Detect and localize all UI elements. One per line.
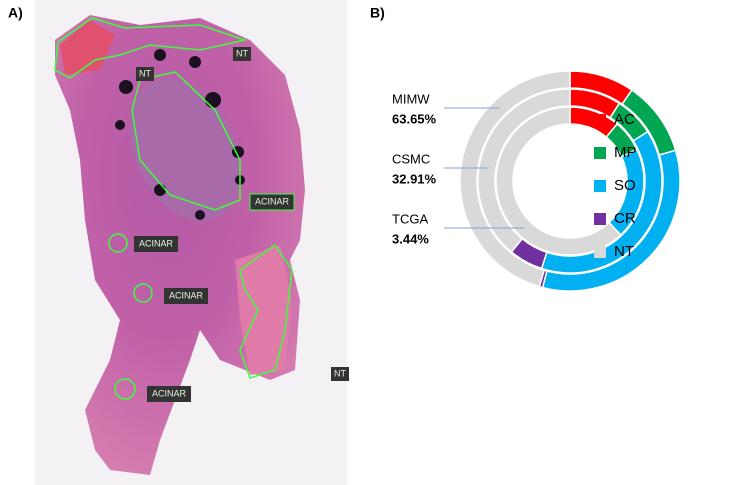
annotation: ACINAR <box>139 238 174 248</box>
ring-segment <box>459 70 571 288</box>
legend-label: SO <box>614 177 636 194</box>
legend-label: NT <box>614 243 634 260</box>
legend-label: MP <box>614 144 637 161</box>
annotation: NT <box>236 48 248 58</box>
ring-segment <box>477 88 571 253</box>
annotation: NT <box>334 368 346 378</box>
panel-label: A) <box>8 5 23 21</box>
annotation: ACINAR <box>169 290 204 300</box>
legend-swatch <box>594 246 606 258</box>
tissue-image: NT NT ACINAR ACINAR ACINAR ACINAR NT <box>54 15 349 475</box>
legend-label: AC <box>614 111 635 128</box>
legend-swatch <box>594 147 606 159</box>
legend-label: CR <box>614 210 636 227</box>
ring-segment <box>495 106 622 256</box>
annotation: ACINAR <box>255 196 290 206</box>
annotations: NT NT ACINAR ACINAR ACINAR ACINAR NT <box>134 47 349 402</box>
series-share: 32.91% <box>392 171 437 186</box>
legend-swatch <box>594 114 606 126</box>
donut-chart: MIMW 63.65% CSMC 32.91% TCGA 3.44% AC MP SO CR NT <box>392 70 681 292</box>
legend-swatch <box>594 213 606 225</box>
annotation: NT <box>139 68 151 78</box>
series-share: 3.44% <box>392 231 429 246</box>
series-share: 63.65% <box>392 111 437 126</box>
series-name: MIMW <box>392 91 430 106</box>
series-name: CSMC <box>392 151 430 166</box>
legend-swatch <box>594 180 606 192</box>
series-name: TCGA <box>392 211 428 226</box>
panel-label: B) <box>370 5 385 21</box>
annotation: ACINAR <box>152 388 187 398</box>
